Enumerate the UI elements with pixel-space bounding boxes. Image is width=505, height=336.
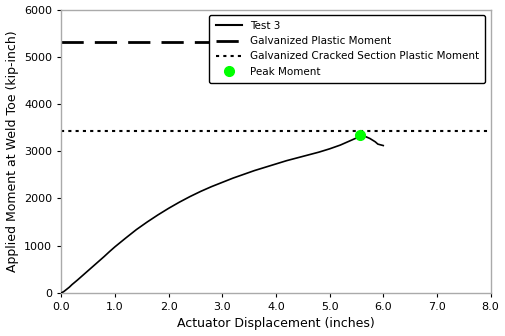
X-axis label: Actuator Displacement (inches): Actuator Displacement (inches) — [177, 318, 375, 330]
Legend: Test 3, Galvanized Plastic Moment, Galvanized Cracked Section Plastic Moment, Pe: Test 3, Galvanized Plastic Moment, Galva… — [210, 15, 485, 83]
Y-axis label: Applied Moment at Weld Toe (kip-inch): Applied Moment at Weld Toe (kip-inch) — [6, 30, 19, 272]
